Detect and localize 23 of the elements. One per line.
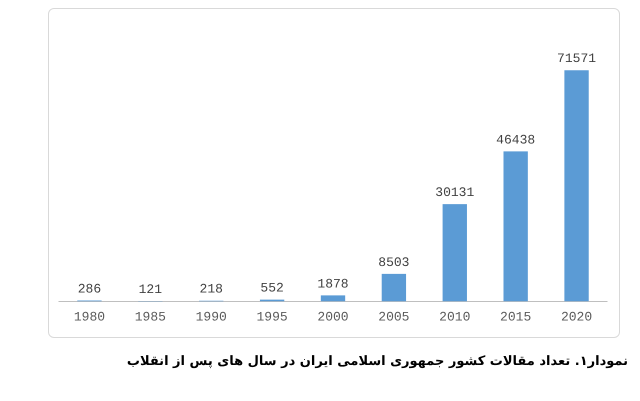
data-label: 8503: [378, 254, 410, 270]
bar: [382, 274, 406, 302]
data-label: 121: [138, 282, 162, 297]
x-tick-label: 2015: [500, 310, 532, 325]
data-label: 1878: [317, 276, 349, 292]
data-label: 46438: [496, 132, 536, 148]
data-label: 286: [78, 281, 102, 296]
x-tick-label: 1990: [196, 310, 227, 325]
x-tick-label: 2000: [317, 310, 349, 325]
data-label: 71571: [557, 51, 596, 66]
bar: [442, 204, 467, 302]
x-tick-label: 2010: [439, 310, 470, 325]
data-label: 218: [200, 282, 223, 297]
x-tick-label: 2020: [560, 310, 592, 325]
bar: [503, 151, 528, 302]
bar: [564, 70, 589, 302]
data-label: 552: [260, 280, 284, 296]
x-tick-label: 1980: [74, 310, 106, 325]
data-label: 30131: [435, 185, 474, 200]
x-tick-label: 1995: [256, 310, 288, 325]
x-tick-label: 2005: [378, 310, 410, 325]
text: نمودار۱. تعداد مقالات کشور جمهوری اسلامی ایران در سال های پس از انقلاب: [126, 354, 629, 369]
x-tick-label: 1985: [134, 310, 166, 325]
